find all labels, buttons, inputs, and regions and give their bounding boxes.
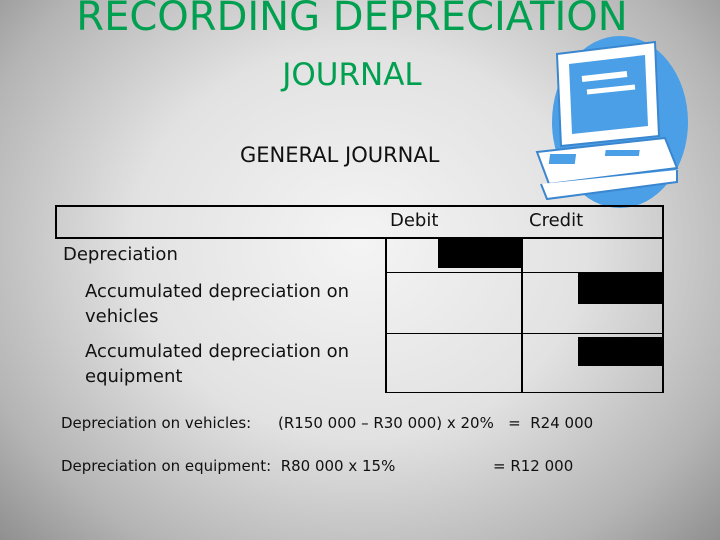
depreciation-account: Depreciation: [63, 244, 178, 265]
accum-depr-vehicles-account: Accumulated depreciation on vehicles: [85, 279, 349, 329]
vehicles-calc-formula: (R150 000 – R30 000) x 20% = R24 000: [278, 414, 594, 432]
accum-depr-vehicles-line2: vehicles: [85, 306, 159, 327]
debit-header: Debit: [390, 210, 439, 231]
credit-header: Credit: [529, 210, 584, 231]
accum-depr-equipment-line1: Accumulated depreciation on: [85, 341, 350, 362]
equipment-calc-result: = R12 000: [493, 457, 574, 475]
accum-depr-equipment-credit-amount: [578, 337, 664, 366]
slide-title-journal: JOURNAL: [282, 57, 422, 93]
computer-monitor-icon: [535, 36, 688, 208]
accum-depr-equipment-account: Accumulated depreciation on equipment: [85, 339, 349, 389]
journal-heading: GENERAL JOURNAL: [240, 143, 440, 167]
general-journal-table: Debit Credit Depreciation Accumulated de…: [55, 205, 664, 393]
depreciation-debit-amount: [438, 238, 522, 268]
accum-depr-vehicles-line1: Accumulated depreciation on: [85, 281, 350, 302]
accum-depr-vehicles-credit-amount: [578, 273, 664, 304]
equipment-calc-label: Depreciation on equipment: R80 000 x 15%: [61, 457, 396, 475]
vehicles-calc-label: Depreciation on vehicles:: [61, 414, 252, 432]
accum-depr-equipment-line2: equipment: [85, 366, 183, 387]
slide-title: RECORDING DEPRECIATION: [76, 0, 628, 40]
